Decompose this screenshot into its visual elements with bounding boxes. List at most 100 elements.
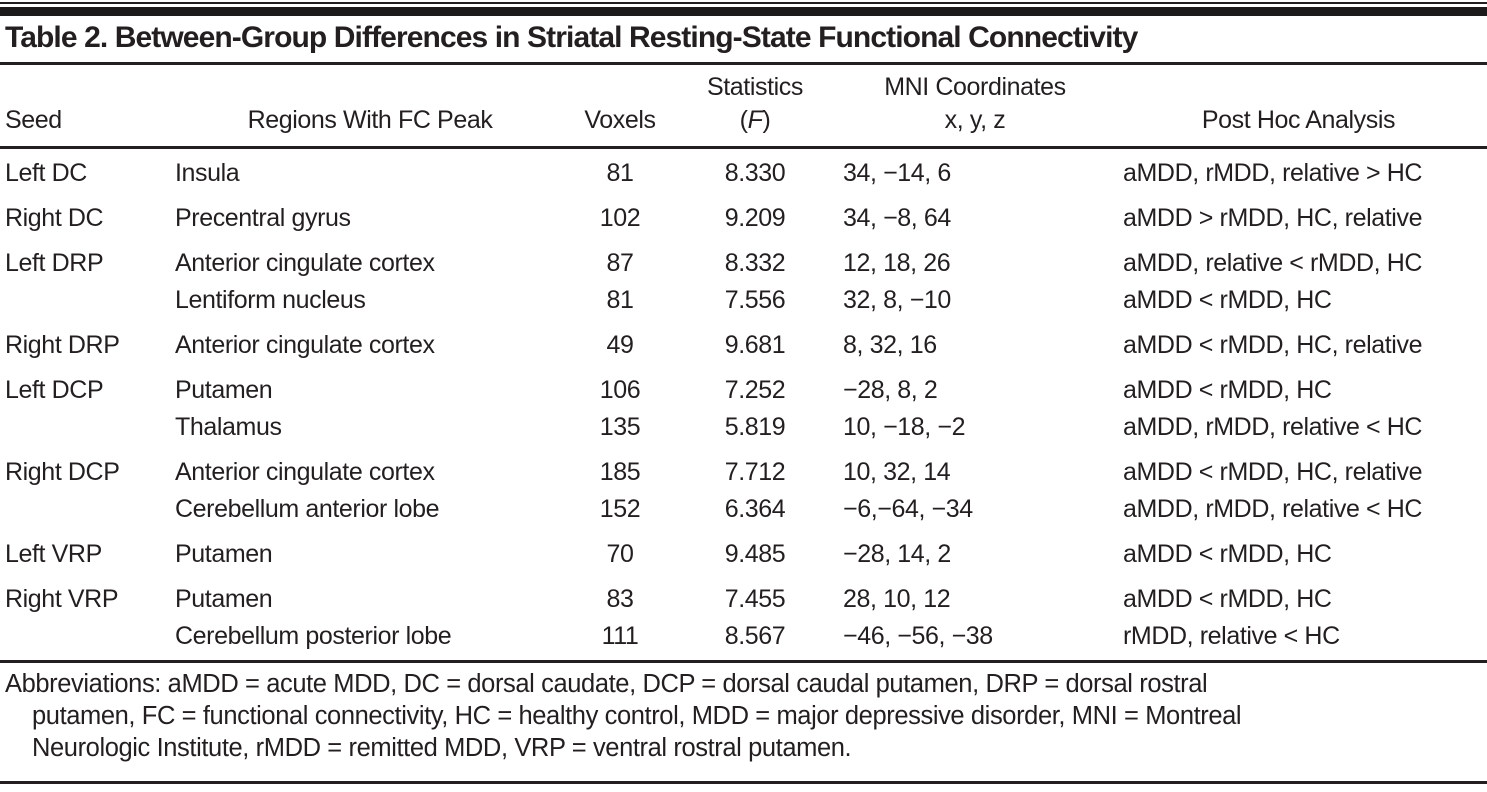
seed-group: Left DC Insula 81 8.330 34, −14, 6 aMDD, rMDD… xyxy=(0,155,1487,192)
header-divider-rule xyxy=(0,146,1487,149)
statistic-cell: 7.455 xyxy=(724,585,786,613)
table-row: Cerebellum posterior lobe 111 8.567 −46, −5… xyxy=(0,618,1487,655)
mni-cell: 34, −8, 64 xyxy=(843,204,951,232)
statistic-cell: 7.252 xyxy=(724,376,786,404)
header-spacer-seed xyxy=(5,70,175,104)
top-thin-rule xyxy=(0,2,1487,4)
region-cell: Cerebellum anterior lobe xyxy=(175,495,440,523)
header-seed: Seed xyxy=(5,106,62,134)
seed-cell: Right DC xyxy=(5,204,104,232)
table-row: Left VRP Putamen 70 9.485 −28, 14, 2 aMDD < r… xyxy=(0,536,1487,573)
mni-cell: 28, 10, 12 xyxy=(843,585,951,613)
seed-group: Right DCP Anterior cingulate cortex 185 7.7… xyxy=(0,454,1487,528)
seed-group: Left VRP Putamen 70 9.485 −28, 14, 2 aMDD < r… xyxy=(0,536,1487,573)
voxels-cell: 111 xyxy=(601,622,639,650)
header-post-hoc: Post Hoc Analysis xyxy=(1201,106,1396,134)
statistic-cell: 9.485 xyxy=(724,540,786,568)
mni-cell: −28, 14, 2 xyxy=(843,540,951,568)
region-cell: Thalamus xyxy=(175,413,282,441)
table-row: Right VRP Putamen 83 7.455 28, 10, 12 aMDD < … xyxy=(0,581,1487,618)
statistic-cell: 9.681 xyxy=(724,331,786,359)
table-row: Left DCP Putamen 106 7.252 −28, 8, 2 aMDD < r… xyxy=(0,372,1487,409)
footnote-line: putamen, FC = functional connectivity, H… xyxy=(32,702,1242,730)
region-cell: Precentral gyrus xyxy=(175,204,351,232)
mni-cell: 10, 32, 14 xyxy=(843,458,951,486)
header-spacer-regions xyxy=(175,70,565,104)
seed-group: Right VRP Putamen 83 7.455 28, 10, 12 aMDD < … xyxy=(0,581,1487,655)
seed-cell xyxy=(5,491,175,528)
statistic-cell: 7.556 xyxy=(724,286,786,314)
voxels-cell: 87 xyxy=(606,249,634,277)
header-regions: Regions With FC Peak xyxy=(247,106,493,134)
mni-cell: 10, −18, −2 xyxy=(843,413,966,441)
mni-cell: 32, 8, −10 xyxy=(843,286,951,314)
region-cell: Putamen xyxy=(175,540,273,568)
posthoc-cell: aMDD < rMDD, HC, relative xyxy=(1123,331,1423,359)
posthoc-cell: aMDD < rMDD, HC xyxy=(1123,540,1332,568)
mni-cell: −6,−64, −34 xyxy=(843,495,973,523)
region-cell: Anterior cingulate cortex xyxy=(175,249,435,277)
posthoc-cell: aMDD, relative < rMDD, HC xyxy=(1123,249,1423,277)
header-spacer-voxels xyxy=(565,70,675,104)
footnote-divider-rule xyxy=(0,660,1487,663)
statistics-f-close-paren: ) xyxy=(762,106,771,134)
posthoc-cell: aMDD, rMDD, relative < HC xyxy=(1123,495,1423,523)
seed-cell: Right DRP xyxy=(5,331,120,359)
seed-cell xyxy=(5,409,175,446)
posthoc-cell: aMDD < rMDD, HC xyxy=(1123,585,1332,613)
posthoc-cell: aMDD < rMDD, HC xyxy=(1123,286,1332,314)
table-row: Right DCP Anterior cingulate cortex 185 7.7… xyxy=(0,454,1487,491)
seed-cell: Right DCP xyxy=(5,458,120,486)
mni-cell: −46, −56, −38 xyxy=(843,622,993,650)
posthoc-cell: aMDD < rMDD, HC xyxy=(1123,376,1332,404)
posthoc-cell: aMDD, rMDD, relative < HC xyxy=(1123,413,1423,441)
header-spacer-posthoc xyxy=(1115,70,1482,104)
table-header-row-1: Statistics MNI Coordinates xyxy=(0,70,1487,104)
title-divider-rule xyxy=(0,62,1487,65)
region-cell: Cerebellum posterior lobe xyxy=(175,622,452,650)
region-cell: Lentiform nucleus xyxy=(175,286,366,314)
footnote-line: Abbreviations: aMDD = acute MDD, DC = do… xyxy=(5,670,1208,698)
posthoc-cell: aMDD > rMDD, HC, relative xyxy=(1123,204,1423,232)
voxels-cell: 83 xyxy=(606,585,634,613)
mni-cell: 12, 18, 26 xyxy=(843,249,951,277)
seed-cell xyxy=(5,282,175,319)
statistic-cell: 8.332 xyxy=(724,249,786,277)
region-cell: Putamen xyxy=(175,376,273,404)
region-cell: Putamen xyxy=(175,585,273,613)
seed-cell: Left VRP xyxy=(5,540,102,568)
statistic-cell: 5.819 xyxy=(724,413,786,441)
region-cell: Anterior cingulate cortex xyxy=(175,331,435,359)
top-thick-rule xyxy=(0,7,1487,16)
statistic-cell: 8.330 xyxy=(724,159,786,187)
table-row: Left DRP Anterior cingulate cortex 87 8.332… xyxy=(0,245,1487,282)
seed-group: Left DRP Anterior cingulate cortex 87 8.332… xyxy=(0,245,1487,319)
mni-cell: −28, 8, 2 xyxy=(843,376,938,404)
voxels-cell: 135 xyxy=(599,413,641,441)
footnote-line: Neurologic Institute, rMDD = remitted MD… xyxy=(32,734,852,762)
statistics-f-symbol: F xyxy=(747,106,763,134)
table-row: Cerebellum anterior lobe 152 6.364 −6,−64, … xyxy=(0,491,1487,528)
header-statistics-f: (F) xyxy=(675,103,835,137)
statistic-cell: 8.567 xyxy=(724,622,786,650)
seed-group: Right DC Precentral gyrus 102 9.209 34, −8, … xyxy=(0,200,1487,237)
voxels-cell: 70 xyxy=(606,540,634,568)
header-voxels: Voxels xyxy=(584,106,656,134)
table-header-row-2: Seed Regions With FC Peak Voxels (F) x, … xyxy=(0,103,1487,137)
voxels-cell: 102 xyxy=(599,204,641,232)
footnote: Abbreviations: aMDD = acute MDD, DC = do… xyxy=(5,668,1482,764)
posthoc-cell: rMDD, relative < HC xyxy=(1123,622,1340,650)
voxels-cell: 49 xyxy=(606,331,634,359)
table-body: Left DC Insula 81 8.330 34, −14, 6 aMDD, rMDD… xyxy=(0,155,1487,663)
table-row: Thalamus 135 5.819 10, −18, −2 aMDD, rMDD, r… xyxy=(0,409,1487,446)
mni-cell: 8, 32, 16 xyxy=(843,331,937,359)
seed-cell: Right VRP xyxy=(5,585,119,613)
voxels-cell: 81 xyxy=(606,286,634,314)
seed-cell: Left DCP xyxy=(5,376,104,404)
table-row: Left DC Insula 81 8.330 34, −14, 6 aMDD, rMDD… xyxy=(0,155,1487,192)
seed-group: Left DCP Putamen 106 7.252 −28, 8, 2 aMDD < r… xyxy=(0,372,1487,446)
voxels-cell: 106 xyxy=(599,376,641,404)
voxels-cell: 81 xyxy=(606,159,634,187)
posthoc-cell: aMDD, rMDD, relative > HC xyxy=(1123,159,1423,187)
